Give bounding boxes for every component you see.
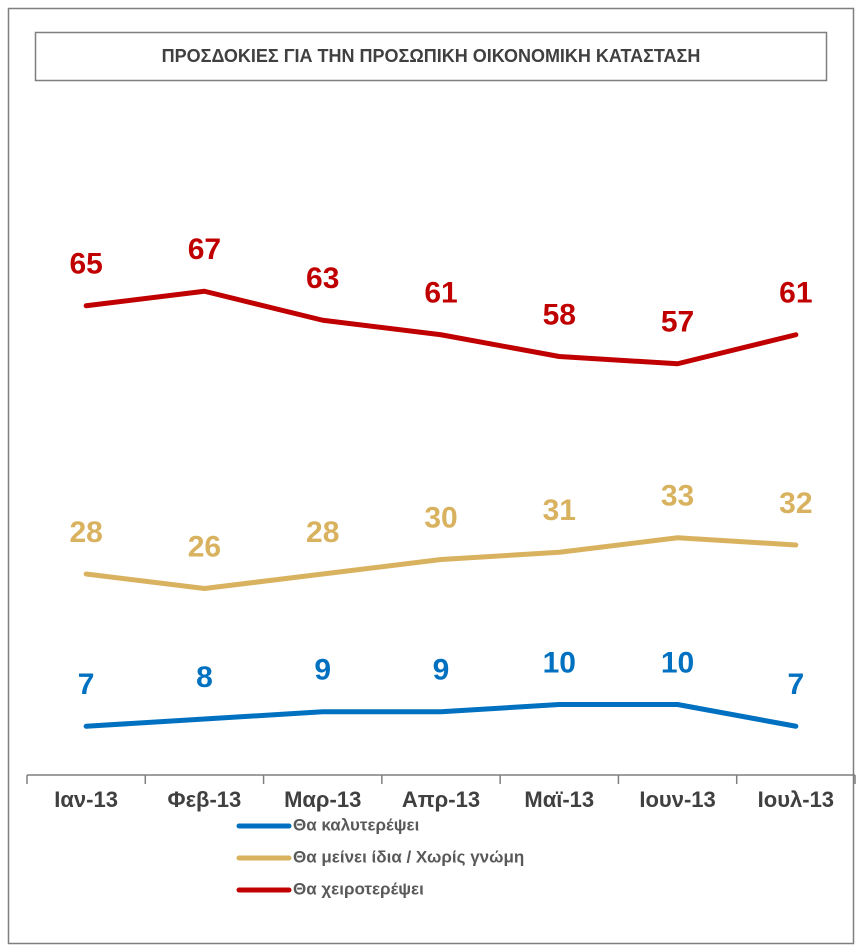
x-tick-label: Ιαν-13 — [54, 787, 118, 812]
x-tick-label: Μαϊ-13 — [524, 787, 594, 812]
data-label: 10 — [661, 646, 694, 679]
data-label: 61 — [424, 277, 457, 310]
data-label: 65 — [69, 248, 102, 281]
x-tick-label: Φεβ-13 — [168, 787, 242, 812]
data-label: 9 — [314, 654, 331, 687]
legend-label: Θα μείνει ίδια / Χωρίς γνώμη — [293, 847, 524, 866]
data-label: 58 — [543, 298, 576, 331]
series-line — [83, 288, 799, 367]
data-label: 33 — [661, 480, 694, 513]
data-label: 61 — [779, 277, 812, 310]
chart-title: ΠΡΟΣΔΟΚΙΕΣ ΓΙΑ ΤΗΝ ΠΡΟΣΩΠΙΚΗ ΟΙΚΟΝΟΜΙΚΗ … — [162, 46, 701, 66]
data-label: 7 — [78, 668, 95, 701]
x-tick-label: Μαρ-13 — [284, 787, 361, 812]
chart-frame — [7, 7, 855, 945]
series-line — [83, 535, 799, 591]
data-label: 10 — [543, 646, 576, 679]
data-label: 28 — [69, 516, 102, 549]
data-label: 30 — [424, 501, 457, 534]
x-tick-label: Απρ-13 — [402, 787, 480, 812]
legend-label: Θα χειροτερέψει — [293, 879, 424, 898]
data-label: 26 — [188, 530, 221, 563]
data-label: 32 — [779, 487, 812, 520]
data-label: 9 — [433, 654, 450, 687]
data-label: 28 — [306, 516, 339, 549]
series-line — [83, 702, 799, 729]
data-label: 7 — [788, 668, 805, 701]
data-label: 57 — [661, 306, 694, 339]
x-tick-label: Ιουν-13 — [639, 787, 715, 812]
data-label: 67 — [188, 233, 221, 266]
data-label: 8 — [196, 661, 213, 694]
data-label: 63 — [306, 262, 339, 295]
title-box — [34, 31, 828, 82]
data-label: 31 — [543, 494, 576, 527]
legend-label: Θα καλυτερέψει — [293, 815, 420, 834]
x-tick-label: Ιουλ-13 — [758, 787, 834, 812]
